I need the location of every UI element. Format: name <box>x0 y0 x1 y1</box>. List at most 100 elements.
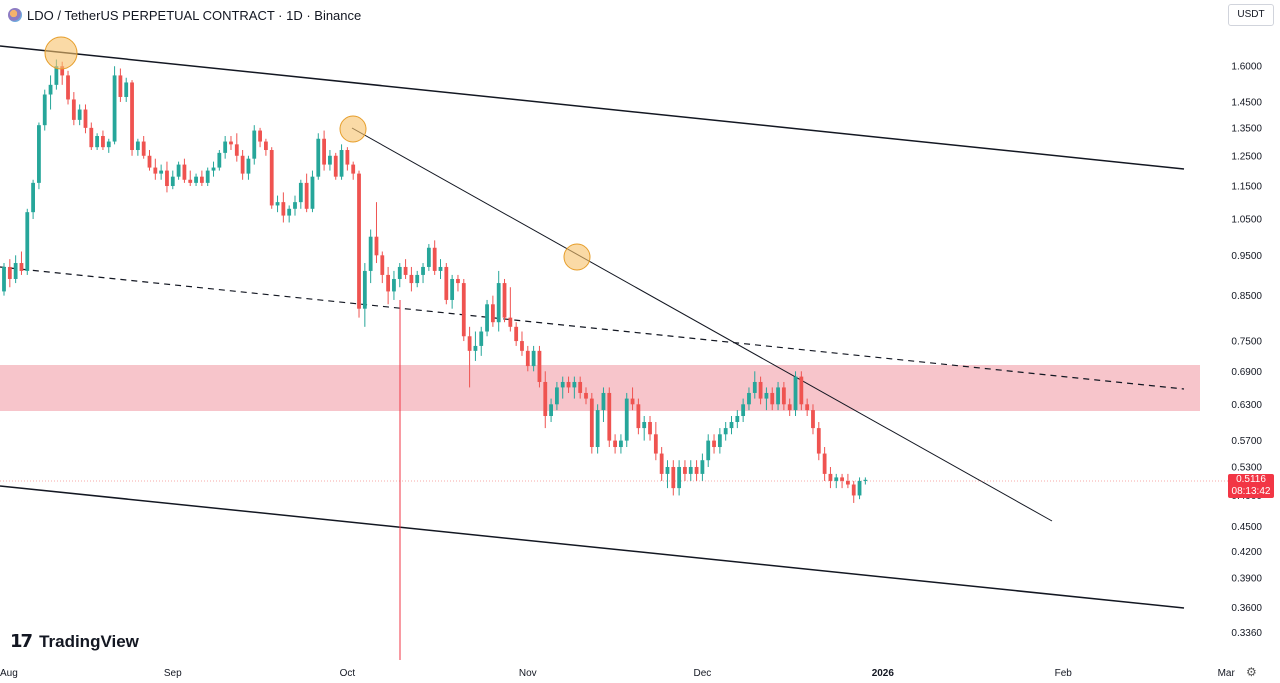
candle-body[interactable] <box>374 236 379 256</box>
candle-body[interactable] <box>165 170 169 187</box>
candle-body[interactable] <box>688 466 693 474</box>
candle-body[interactable] <box>653 434 658 454</box>
candle-body[interactable] <box>456 278 460 284</box>
candle-body[interactable] <box>147 155 152 168</box>
candle-body[interactable] <box>683 466 687 474</box>
candle-body[interactable] <box>13 263 18 279</box>
candle-body[interactable] <box>450 278 455 300</box>
candle-body[interactable] <box>461 283 466 337</box>
candle-body[interactable] <box>246 158 251 174</box>
candle-body[interactable] <box>397 266 402 279</box>
candle-body[interactable] <box>153 167 158 174</box>
candle-body[interactable] <box>857 480 862 496</box>
candle-body[interactable] <box>31 182 35 213</box>
candle-body[interactable] <box>135 141 140 151</box>
candle-body[interactable] <box>671 466 676 489</box>
candle-body[interactable] <box>828 473 833 481</box>
candle-body[interactable] <box>205 170 210 183</box>
candle-body[interactable] <box>543 381 548 416</box>
candle-body[interactable] <box>694 466 699 474</box>
candle-body[interactable] <box>840 477 844 481</box>
candle-body[interactable] <box>345 150 350 165</box>
candle-body[interactable] <box>101 136 105 148</box>
candle-body[interactable] <box>514 326 519 342</box>
candle-body[interactable] <box>298 182 303 203</box>
candle-body[interactable] <box>258 130 262 142</box>
candle-body[interactable] <box>619 440 623 448</box>
candle-body[interactable] <box>700 460 705 474</box>
candle-body[interactable] <box>706 440 711 461</box>
candle-body[interactable] <box>607 392 612 441</box>
candle-body[interactable] <box>281 202 286 216</box>
candle-body[interactable] <box>793 376 798 411</box>
tradingview-logo[interactable]: 17 TradingView <box>10 631 139 652</box>
candle-body[interactable] <box>613 440 617 448</box>
candle-body[interactable] <box>520 341 524 351</box>
candle-body[interactable] <box>71 99 76 120</box>
candle-body[interactable] <box>403 266 408 275</box>
candle-body[interactable] <box>677 466 682 489</box>
candle-body[interactable] <box>211 167 216 171</box>
candle-body[interactable] <box>601 392 606 411</box>
candle-body[interactable] <box>293 202 297 209</box>
candle-body[interactable] <box>7 266 12 279</box>
candle-body[interactable] <box>851 484 856 496</box>
candle-body[interactable] <box>467 336 472 351</box>
candle-body[interactable] <box>636 404 641 429</box>
candle-body[interactable] <box>502 283 507 318</box>
candle-body[interactable] <box>479 331 484 346</box>
candle-body[interactable] <box>473 345 478 351</box>
candle-body[interactable] <box>560 381 565 388</box>
candle-body[interactable] <box>555 387 559 405</box>
candle-body[interactable] <box>787 404 792 411</box>
candle-body[interactable] <box>176 164 181 177</box>
candle-body[interactable] <box>333 155 338 177</box>
candle-body[interactable] <box>799 376 804 405</box>
candle-body[interactable] <box>537 350 542 382</box>
candle-body[interactable] <box>37 125 41 183</box>
candle-body[interactable] <box>199 176 204 183</box>
candle-body[interactable] <box>659 453 664 474</box>
candle-body[interactable] <box>409 274 414 284</box>
gear-icon[interactable]: ⚙ <box>1246 665 1257 679</box>
candle-body[interactable] <box>106 141 111 148</box>
candle-body[interactable] <box>362 270 367 309</box>
candle-body[interactable] <box>496 283 501 323</box>
candle-body[interactable] <box>48 84 53 95</box>
candle-body[interactable] <box>846 480 850 485</box>
candle-body[interactable] <box>816 428 821 454</box>
candle-body[interactable] <box>723 428 728 435</box>
candle-body[interactable] <box>770 392 775 405</box>
candle-body[interactable] <box>182 164 187 180</box>
candle-body[interactable] <box>83 109 88 128</box>
candle-body[interactable] <box>252 130 257 159</box>
candle-body[interactable] <box>217 152 222 168</box>
candle-body[interactable] <box>717 434 722 448</box>
candle-body[interactable] <box>304 182 309 209</box>
candle-body[interactable] <box>2 266 6 292</box>
candle-body[interactable] <box>368 236 373 271</box>
candle-body[interactable] <box>758 381 763 399</box>
candle-body[interactable] <box>223 141 228 153</box>
candle-body[interactable] <box>781 387 786 405</box>
time-axis[interactable]: Aug Sep Oct Nov Dec 2026 Feb Mar <box>0 668 1235 679</box>
candle-body[interactable] <box>485 304 489 332</box>
candle-body[interactable] <box>229 141 233 145</box>
candle-body[interactable] <box>310 176 315 209</box>
candle-body[interactable] <box>357 173 361 309</box>
candle-body[interactable] <box>438 266 443 271</box>
candle-body[interactable] <box>589 398 594 448</box>
candle-body[interactable] <box>834 477 839 481</box>
candle-body[interactable] <box>630 398 635 405</box>
candle-body[interactable] <box>432 247 437 271</box>
candle-body[interactable] <box>42 94 47 126</box>
candle-body[interactable] <box>159 170 164 174</box>
candle-body[interactable] <box>316 138 321 177</box>
candle-body[interactable] <box>822 453 827 474</box>
candle-body[interactable] <box>386 274 391 292</box>
symbol-title[interactable]: LDO / TetherUS PERPETUAL CONTRACT · 1D ·… <box>27 7 362 23</box>
candle-body[interactable] <box>287 208 292 216</box>
currency-button[interactable]: USDT <box>1228 4 1274 26</box>
candle-body[interactable] <box>490 304 495 323</box>
